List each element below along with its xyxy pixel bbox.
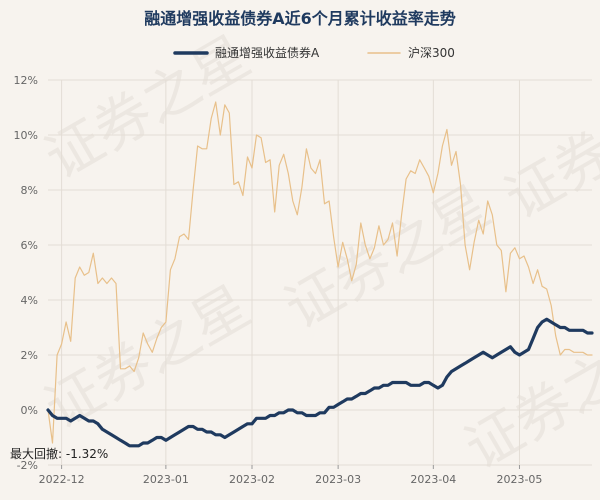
x-axis: 2022-12 2023-01 2023-02 2023-03 2023-04 2023-… (39, 465, 542, 486)
x-tick-label: 2023-03 (315, 473, 361, 486)
y-axis: -2% 0% 2% 4% 6% 8% 10% 12% (14, 74, 38, 472)
legend-item-fund: 融通增强收益债券A (173, 45, 320, 60)
series-line-fund (46, 317, 594, 448)
grid (48, 79, 592, 466)
legend-item-csi300: 沪深300 (367, 46, 455, 60)
series-line-csi300 (47, 101, 593, 444)
x-tick-label: 2023-02 (229, 473, 275, 486)
x-tick-label: 2023-05 (496, 473, 542, 486)
y-tick-label: 0% (21, 404, 38, 417)
y-tick-label: 8% (21, 184, 38, 197)
legend-label: 沪深300 (408, 46, 455, 60)
y-tick-label: 4% (21, 294, 38, 307)
max-drawdown-annotation: 最大回撤: -1.32% (10, 446, 108, 461)
y-tick-label: 12% (14, 74, 38, 87)
y-tick-label: 2% (21, 349, 38, 362)
y-tick-label: 6% (21, 239, 38, 252)
x-tick-label: 2023-04 (410, 473, 456, 486)
x-tick-label: 2022-12 (39, 473, 85, 486)
x-tick-label: 2023-01 (143, 473, 189, 486)
legend: 融通增强收益债券A 沪深300 (173, 45, 455, 60)
series-lines (46, 101, 594, 448)
legend-label: 融通增强收益债券A (215, 45, 320, 60)
y-tick-label: -2% (17, 459, 38, 472)
y-tick-label: 10% (14, 129, 38, 142)
chart-title: 融通增强收益债券A近6个月累计收益率走势 (144, 9, 456, 28)
